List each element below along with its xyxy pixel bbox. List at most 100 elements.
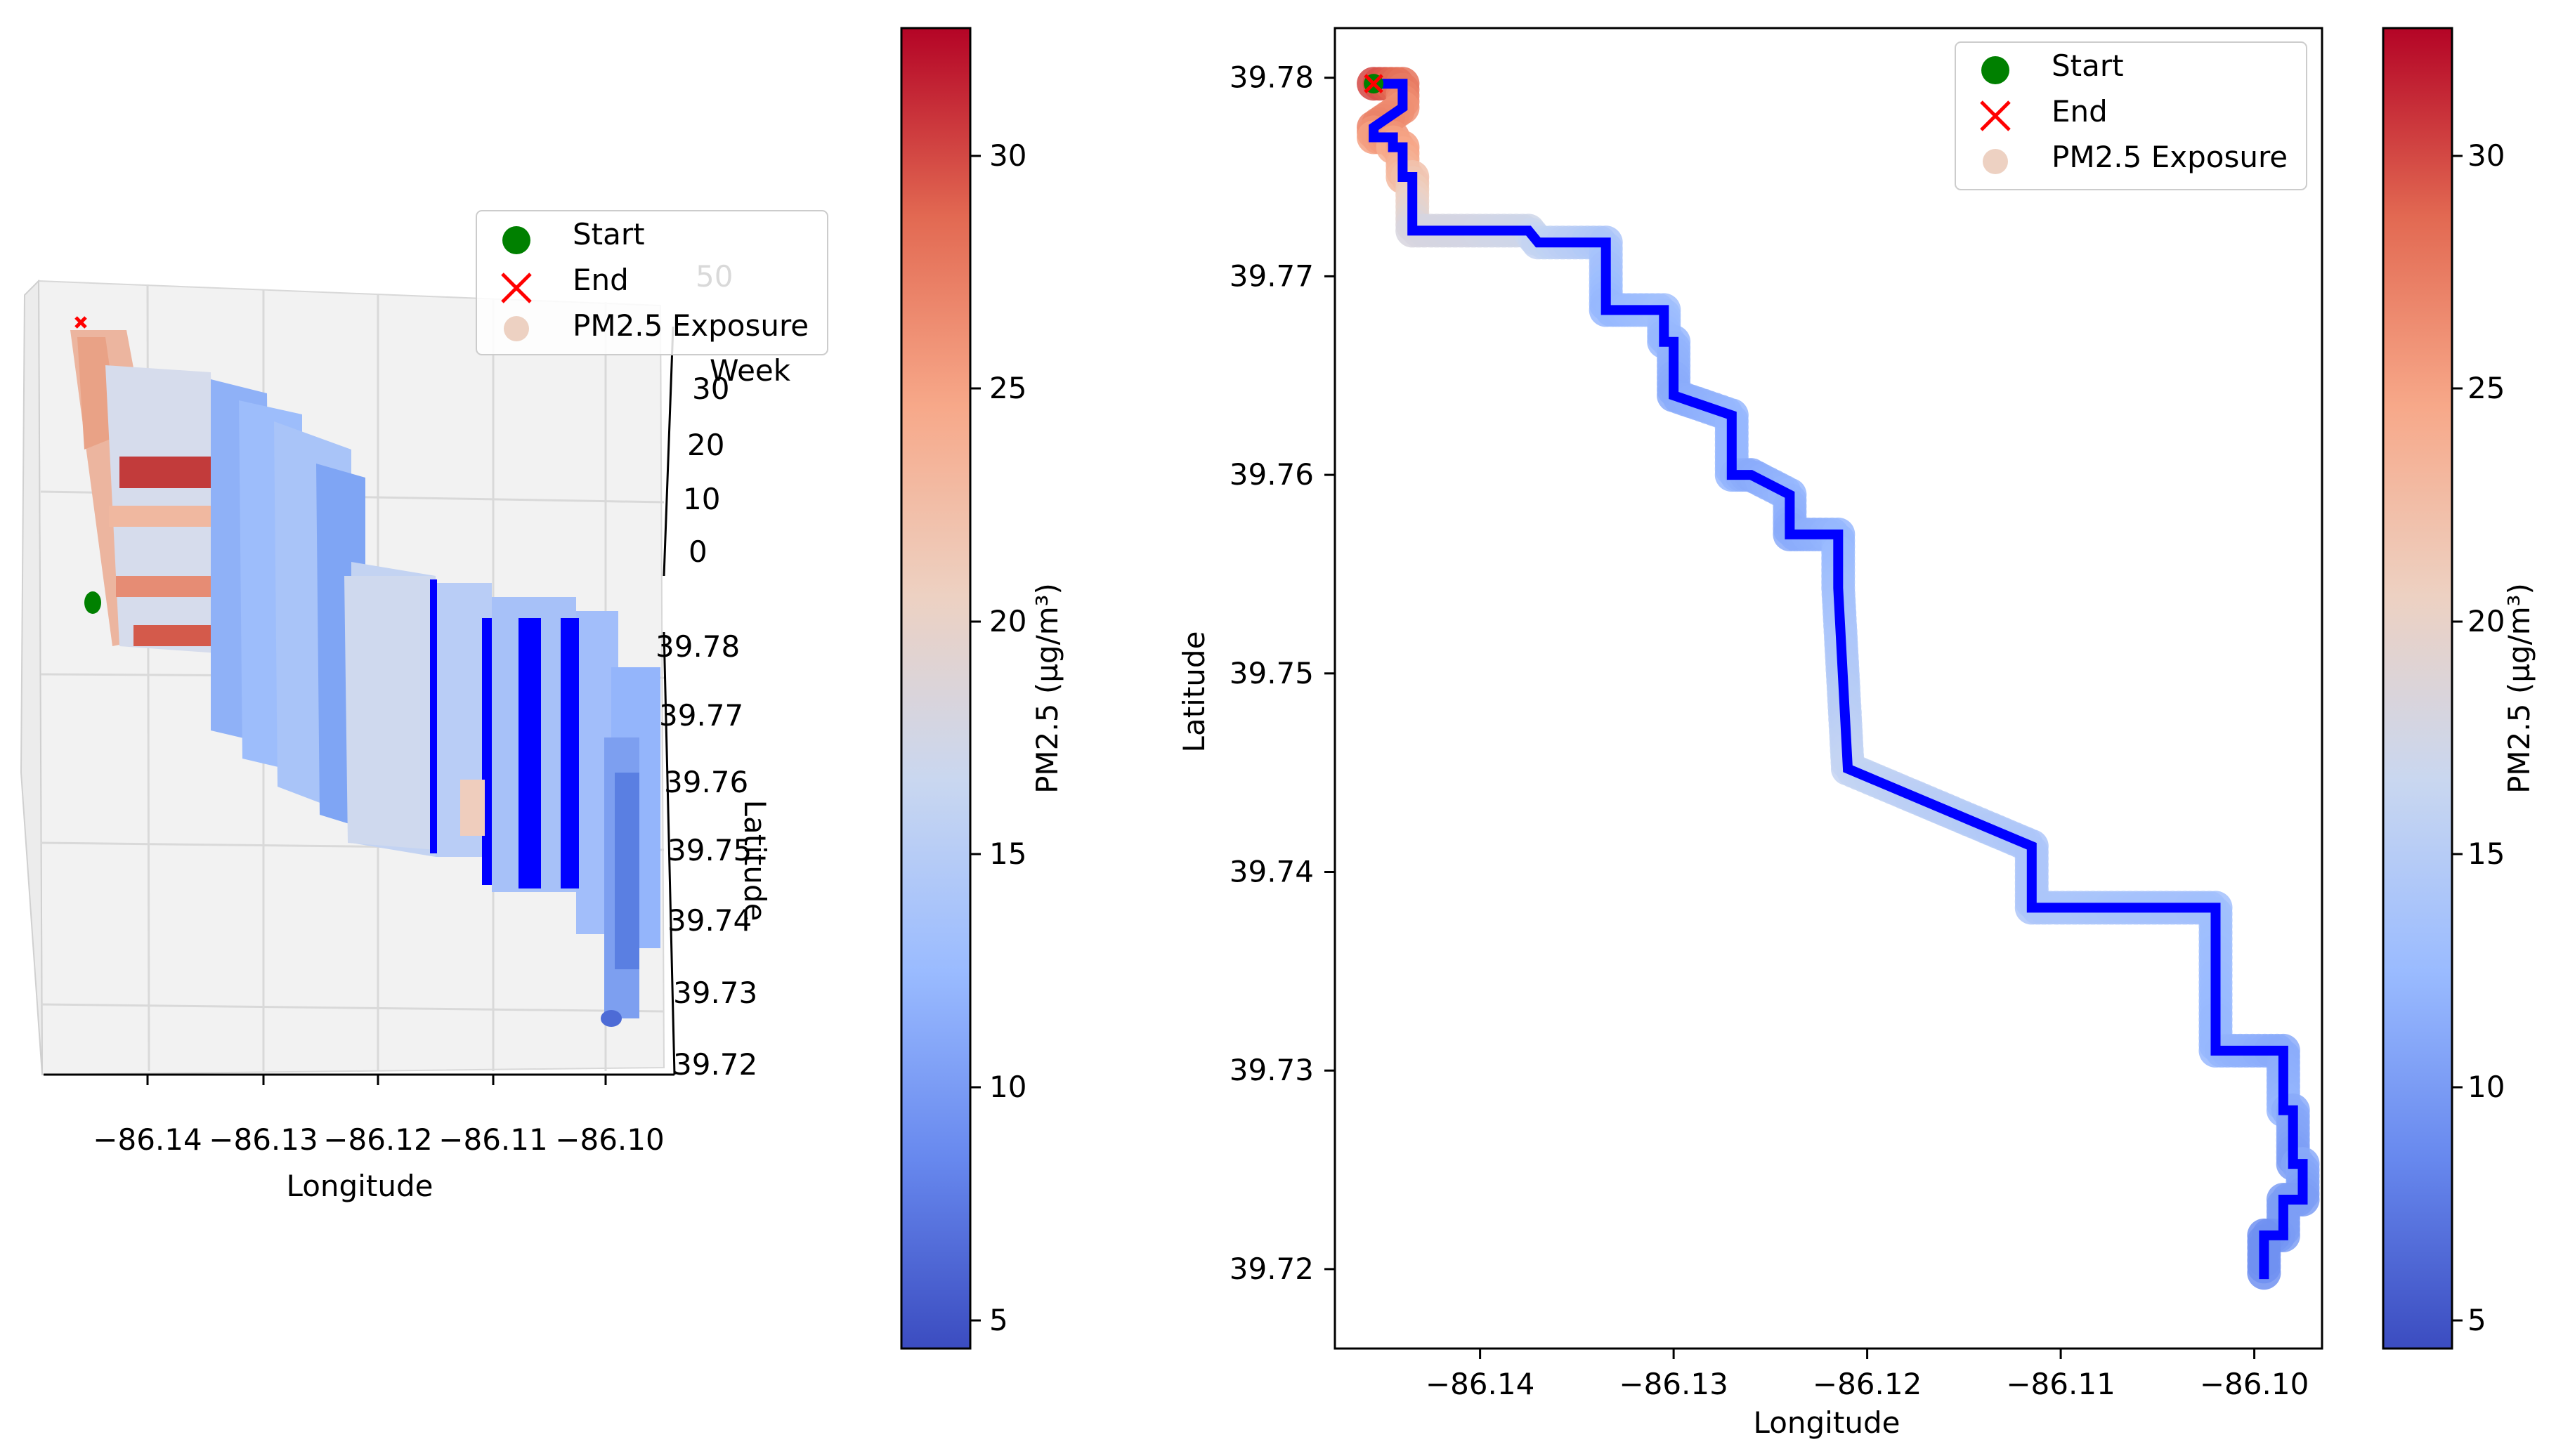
start-marker-icon: [1981, 56, 2009, 84]
y-tick-label: 39.73: [1230, 1053, 1314, 1087]
cb1-label-25: 25: [989, 371, 1026, 405]
3d-endpoint: [601, 1010, 622, 1027]
3d-y-tick-label-5: 39.74: [667, 903, 752, 938]
3d-hotspot-5: [460, 780, 485, 836]
3d-z-tick-labels: 50 30 20 10 0: [683, 259, 733, 569]
2d-legend-box: [1955, 41, 2307, 190]
3d-y-tick-label-3: 39.76: [664, 765, 748, 799]
cb1-label-20: 20: [989, 604, 1026, 638]
2d-legend-start-label: Start: [2052, 48, 2124, 83]
3d-hotspot-2: [109, 506, 221, 527]
x-tick-label: −86.14: [1426, 1367, 1534, 1401]
3d-legend-end-label: End: [573, 263, 629, 297]
3d-hotspot-1: [119, 457, 211, 488]
2d-y-ticks: 39.78 39.77 39.76 39.75 39.74 39.73 39.72: [1230, 60, 1335, 1286]
y-tick-label: 39.72: [1230, 1252, 1314, 1286]
y-tick-label: 39.74: [1230, 855, 1314, 889]
panel-2d: −86.14 −86.13 −86.12 −86.11 −86.10 39.7839.7…: [1177, 27, 2536, 1440]
3d-z-tick-label-3: 20: [687, 428, 724, 462]
3d-y-tick-label-1: 39.78: [656, 629, 740, 664]
3d-y-tick-label-6: 39.73: [673, 976, 757, 1010]
3d-y-tick-labels: 39.78 39.77 39.76 39.75 39.74 39.73 39.7…: [656, 629, 757, 1082]
colorbar-2d-ticks: [2452, 155, 2463, 1322]
x-tick-label: −86.11: [2006, 1367, 2115, 1401]
3d-x-tick-label-3: −86.12: [323, 1122, 432, 1157]
cb2-label-10: 10: [2467, 1070, 2505, 1104]
3d-y-tick-label-4: 39.75: [667, 833, 752, 867]
y-tick-label: 39.75: [1230, 656, 1314, 690]
3d-legend-box: [476, 210, 828, 355]
3d-streak-9: [344, 576, 436, 850]
cb2-label-15: 15: [2467, 837, 2505, 871]
3d-z-axis-label: Week: [710, 353, 791, 388]
colorbar-2d: 30 25 20 15 10 5 PM2.5 (µg/m³): [2382, 27, 2536, 1350]
exposure-marker-icon: [504, 316, 529, 341]
panel-3d: −86.14 −86.13 −86.12 −86.11 −86.10 Longi…: [20, 27, 1064, 1350]
end-marker: [1364, 74, 1383, 93]
exposure-marker-icon: [1983, 149, 2008, 174]
2d-x-axis-label: Longitude: [1754, 1405, 1900, 1440]
3d-route-segment-1: [430, 579, 437, 853]
cb2-label-5: 5: [2467, 1303, 2486, 1337]
3d-band-6: [615, 773, 639, 969]
colorbar-3d: 30 25 20 15 10 5 PM2.5 (µg/m³): [900, 27, 1064, 1350]
2d-legend-end-label: End: [2052, 94, 2108, 129]
cb2-label-25: 25: [2467, 371, 2505, 405]
cb2-label-20: 20: [2467, 604, 2505, 638]
colorbar-2d-gradient: [2382, 27, 2453, 1350]
3d-hotspot-3: [116, 576, 214, 597]
x-tick-label: −86.10: [2200, 1367, 2309, 1401]
3d-y-axis-line: [663, 631, 676, 1075]
2d-y-axis-label: Latitude: [1177, 631, 1211, 753]
3d-x-tick-label-1: −86.14: [93, 1122, 202, 1157]
x-tick-label: −86.12: [1813, 1367, 1922, 1401]
3d-y-tick-label-2: 39.77: [659, 698, 743, 733]
end-marker-icon: [1980, 100, 2011, 131]
colorbar-3d-gradient: [900, 27, 972, 1350]
cb2-label-30: 30: [2467, 138, 2505, 173]
3d-y-tick-label-7: 39.72: [673, 1047, 757, 1082]
3d-grid-y-4: [40, 1003, 665, 1013]
3d-z-tick-label-4: 10: [683, 482, 720, 516]
3d-x-tick-label-2: −86.13: [209, 1122, 318, 1157]
cb1-label-5: 5: [989, 1303, 1008, 1337]
3d-legend-start-label: Start: [573, 217, 645, 251]
cb1-label-10: 10: [989, 1070, 1026, 1104]
3d-side-pane: [20, 279, 43, 1075]
y-tick-label: 39.76: [1230, 457, 1314, 492]
x-tick-label: −86.13: [1619, 1367, 1728, 1401]
3d-z-tick-label-5: 0: [689, 534, 708, 569]
colorbar-3d-tick-labels: 30 25 20 15 10 5: [989, 138, 1026, 1337]
3d-legend: Start End PM2.5 Exposure: [476, 210, 828, 355]
3d-x-tick-label-5: −86.10: [555, 1122, 664, 1157]
colorbar-3d-label: PM2.5 (µg/m³): [1030, 583, 1064, 794]
colorbar-2d-tick-labels: 30 25 20 15 10 5: [2467, 138, 2505, 1337]
3d-y-axis-label: Latitude: [738, 800, 772, 922]
cb1-label-30: 30: [989, 138, 1026, 173]
end-marker-icon: [501, 273, 532, 303]
y-tick-label: 39.77: [1230, 258, 1314, 293]
3d-hotspot-4: [133, 625, 211, 646]
start-marker-icon: [502, 226, 530, 254]
3d-end-marker: [74, 316, 87, 329]
route-line: [1369, 79, 2308, 1280]
3d-x-tick-labels: −86.14 −86.13 −86.12 −86.11 −86.10: [93, 1122, 664, 1157]
y-tick-label: 39.78: [1230, 60, 1314, 95]
3d-route-segment-3: [519, 618, 541, 888]
2d-legend: Start End PM2.5 Exposure: [1955, 41, 2307, 190]
3d-route-segment-4: [561, 618, 579, 888]
3d-route-segment-2: [482, 618, 492, 885]
colorbar-3d-ticks: [970, 155, 981, 1322]
2d-x-ticks: −86.14 −86.13 −86.12 −86.11 −86.10: [1426, 1349, 2309, 1401]
cb1-label-15: 15: [989, 837, 1026, 871]
3d-z-tick-label-2: 30: [692, 372, 729, 406]
3d-x-axis-label: Longitude: [287, 1169, 433, 1203]
3d-start-marker: [84, 591, 101, 614]
3d-x-tick-label-4: −86.11: [438, 1122, 547, 1157]
3d-pm25-scatter: [70, 316, 660, 1027]
3d-x-ticks: [146, 1075, 607, 1085]
colorbar-2d-label: PM2.5 (µg/m³): [2502, 583, 2536, 794]
3d-legend-exposure-label: PM2.5 Exposure: [573, 308, 809, 343]
3d-z-axis-line: [663, 326, 674, 577]
